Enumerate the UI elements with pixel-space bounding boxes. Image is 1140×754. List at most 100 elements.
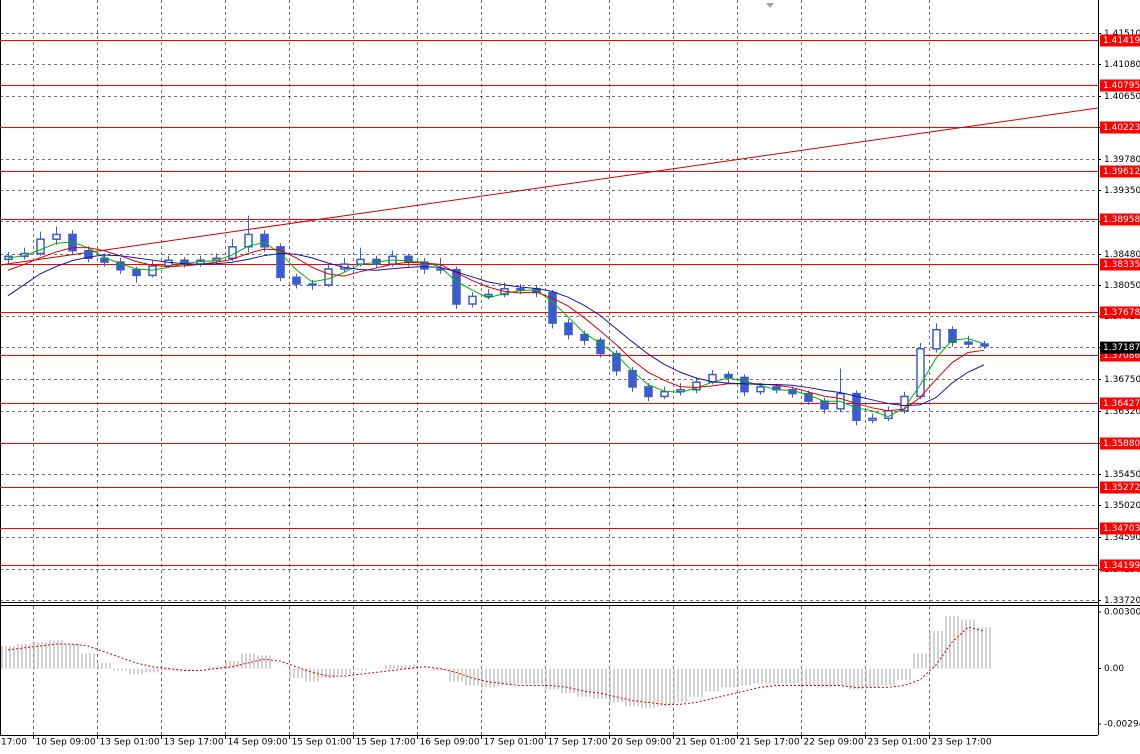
y-tick-label: 1.40650 xyxy=(1104,92,1140,102)
candle-body xyxy=(644,386,653,398)
level-box xyxy=(1100,437,1140,450)
candle-body xyxy=(276,246,285,279)
level-box xyxy=(1100,522,1140,535)
candle-body xyxy=(84,249,93,259)
y-tick-label: 1.41080 xyxy=(1104,60,1140,70)
level-box xyxy=(1100,306,1140,319)
candle-body xyxy=(356,258,365,265)
candle-body xyxy=(820,400,829,410)
y-tick-label: 1.39350 xyxy=(1104,186,1140,196)
y-tick-label: 1.39780 xyxy=(1104,155,1140,165)
level-box xyxy=(1100,213,1140,226)
candle-body xyxy=(868,417,877,422)
y-tick-label: 1.35450 xyxy=(1104,470,1140,480)
candle-body xyxy=(468,295,477,305)
level-label: 1.35272 xyxy=(1103,483,1140,493)
candle-body xyxy=(804,392,813,402)
candle-body xyxy=(676,389,685,393)
level-box xyxy=(1100,121,1140,134)
x-tick-label: 13 Sep 01:00 xyxy=(100,738,160,748)
shift-marker xyxy=(766,3,774,8)
x-tick-label: 15 Sep 17:00 xyxy=(356,738,416,748)
level-box xyxy=(1100,481,1140,494)
x-tick-label: 23 Sep 01:00 xyxy=(868,738,928,748)
y-tick-label: 1.33720 xyxy=(1104,596,1140,606)
x-tick-label: 21 Sep 01:00 xyxy=(676,738,736,748)
candle-body xyxy=(724,373,733,379)
x-tick-label: 17 Sep 01:00 xyxy=(484,738,544,748)
candle-body xyxy=(692,381,701,391)
candle-body xyxy=(116,261,125,271)
oscillator-area xyxy=(1,606,991,735)
candle-body xyxy=(484,293,493,298)
candle-body xyxy=(292,276,301,285)
x-tick-label: 10 Sep 09:00 xyxy=(36,738,96,748)
level-box xyxy=(1100,258,1140,271)
candle-body xyxy=(948,328,957,343)
candle-body xyxy=(548,291,557,324)
candle-body xyxy=(932,328,941,350)
candle-body xyxy=(20,252,29,258)
y-tick-label: 0.00 xyxy=(1104,664,1124,674)
x-tick-label: 15 Sep 01:00 xyxy=(292,738,352,748)
moving-average xyxy=(7,247,985,412)
x-tick-label: 22 Sep 09:00 xyxy=(804,738,864,748)
candle-body xyxy=(916,348,925,398)
level-box xyxy=(1100,559,1140,572)
y-tick-label: 1.36750 xyxy=(1104,375,1140,385)
moving-average xyxy=(7,253,985,407)
y-tick-label: 0.003008 xyxy=(1104,608,1140,618)
level-label: 1.40223 xyxy=(1103,123,1140,133)
candle-body xyxy=(596,339,605,355)
trendline xyxy=(0,107,1098,266)
x-tick-label: 23 Sep 17:00 xyxy=(932,738,992,748)
candle-body xyxy=(228,246,237,259)
candle-body xyxy=(308,283,317,286)
candle-body xyxy=(100,257,109,263)
candle-body xyxy=(132,268,141,277)
candle-body xyxy=(612,352,621,372)
level-box xyxy=(1100,34,1140,47)
x-tick-label: 16 Sep 09:00 xyxy=(420,738,480,748)
level-label: 1.40795 xyxy=(1103,81,1140,91)
level-label: 1.37086 xyxy=(1103,351,1140,361)
x-tick-label: 17 Sep 17:00 xyxy=(548,738,608,748)
candle-body xyxy=(980,343,989,347)
candle-body xyxy=(660,390,669,398)
y-tick-label: -0.002946 xyxy=(1104,720,1140,730)
level-label: 1.37678 xyxy=(1103,308,1140,318)
plot-area xyxy=(0,0,1098,602)
candle-body xyxy=(36,238,45,255)
candle-body xyxy=(436,268,445,271)
x-tick-label: 17:00 xyxy=(1,738,27,748)
x-tick-label: 21 Sep 17:00 xyxy=(740,738,800,748)
current-price-label: 1.37187 xyxy=(1103,343,1140,353)
candle-body xyxy=(740,376,749,393)
candle-body xyxy=(324,268,333,286)
level-label: 1.34703 xyxy=(1103,524,1140,534)
candle-body xyxy=(516,287,525,291)
level-label: 1.41419 xyxy=(1103,36,1140,46)
candle-body xyxy=(452,268,461,305)
level-label: 1.39612 xyxy=(1103,167,1140,177)
level-label: 1.38335 xyxy=(1103,260,1140,270)
candle-body xyxy=(756,386,765,393)
level-label: 1.35880 xyxy=(1103,439,1140,449)
level-box xyxy=(1100,165,1140,178)
candle-body xyxy=(964,341,973,345)
x-tick-label: 14 Sep 09:00 xyxy=(228,738,288,748)
candle-body xyxy=(580,333,589,341)
x-tick-label: 13 Sep 17:00 xyxy=(164,738,224,748)
current-price-box xyxy=(1100,341,1140,354)
y-tick-label: 1.34590 xyxy=(1104,533,1140,543)
level-box xyxy=(1100,397,1140,410)
level-label: 1.38958 xyxy=(1103,215,1140,225)
candle-body xyxy=(244,233,253,248)
y-tick-label: 1.38050 xyxy=(1104,281,1140,291)
candle-body xyxy=(900,395,909,412)
candle-body xyxy=(564,322,573,336)
level-label: 1.34199 xyxy=(1103,561,1140,571)
level-label: 1.36427 xyxy=(1103,399,1140,409)
